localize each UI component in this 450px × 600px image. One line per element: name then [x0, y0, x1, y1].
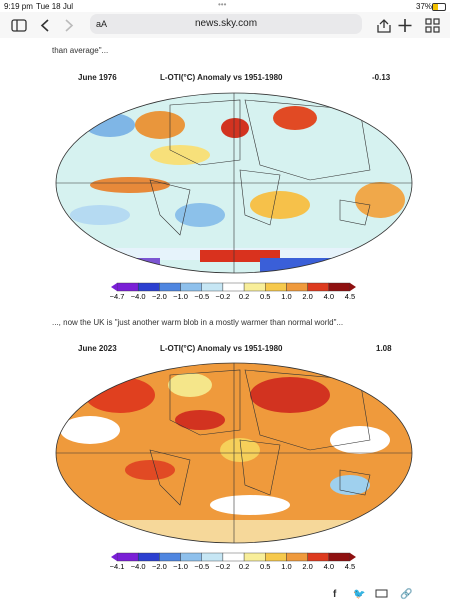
- scale-label: −4.0: [131, 292, 146, 301]
- battery: 37%: [416, 2, 433, 11]
- scale-swatch: [159, 282, 181, 292]
- scale-label: −4.0: [131, 562, 146, 571]
- scale-swatch: [307, 282, 330, 292]
- share-icons: f 🐦 🔗: [333, 587, 413, 600]
- scale-swatch: [180, 282, 202, 292]
- scale-label: −0.2: [216, 562, 231, 571]
- tabs-button[interactable]: [425, 18, 440, 33]
- link-icon[interactable]: 🔗: [400, 587, 413, 600]
- scale-label: 2.0: [302, 292, 312, 301]
- email-icon[interactable]: [375, 589, 388, 598]
- scale-end: [350, 283, 356, 291]
- time: 9:19 pm: [4, 2, 33, 11]
- scale-swatch: [159, 552, 181, 562]
- map-mean: -0.13: [372, 73, 391, 82]
- share-button[interactable]: [377, 19, 391, 33]
- map-date: June 2023: [78, 344, 117, 353]
- scale-swatch: [265, 552, 287, 562]
- scale-label: −0.5: [194, 562, 209, 571]
- battery-icon: [432, 3, 446, 11]
- scale-swatch: [265, 282, 287, 292]
- new-tab-button[interactable]: [398, 19, 412, 32]
- sidebar-button[interactable]: [11, 19, 27, 32]
- scale-label: −0.5: [194, 292, 209, 301]
- map-2023: [56, 363, 412, 543]
- address-bar[interactable]: aA news.sky.com: [90, 14, 362, 34]
- scale-label: 2.0: [302, 562, 312, 571]
- scale-label: 1.0: [281, 562, 291, 571]
- scale-swatch: [328, 552, 351, 562]
- scale-label: 0.5: [260, 292, 270, 301]
- scale-swatch: [307, 552, 330, 562]
- scale-swatch: [137, 552, 160, 562]
- scale-label: −4.1: [110, 562, 125, 571]
- scale-label: 4.5: [345, 562, 355, 571]
- scale-label: −1.0: [173, 562, 188, 571]
- text-size-button[interactable]: aA: [96, 19, 108, 29]
- facebook-icon[interactable]: f: [333, 589, 337, 600]
- forward-button[interactable]: [65, 19, 74, 32]
- scale-label: −2.0: [152, 562, 167, 571]
- map-1976: [56, 93, 412, 273]
- scale-swatch: [286, 282, 308, 292]
- scale-end: [111, 553, 117, 561]
- scale-label: 0.2: [239, 292, 249, 301]
- scale-label: 4.5: [345, 292, 355, 301]
- scale-swatch: [328, 282, 351, 292]
- scale-label: −2.0: [152, 292, 167, 301]
- scale-swatch: [180, 552, 202, 562]
- scale-swatch: [201, 552, 224, 562]
- scale-end: [111, 283, 117, 291]
- scale-swatch: [116, 282, 139, 292]
- scale-swatch: [286, 552, 308, 562]
- map-title: L-OTI(°C) Anomaly vs 1951-1980: [160, 73, 283, 82]
- scale-label: 4.0: [324, 292, 334, 301]
- scale-swatch: [243, 552, 266, 562]
- scale-label: 4.0: [324, 562, 334, 571]
- battery-fill: [433, 4, 438, 10]
- map-title: L-OTI(°C) Anomaly vs 1951-1980: [160, 344, 283, 353]
- scale-label: 1.0: [281, 292, 291, 301]
- scale-swatch: [116, 552, 139, 562]
- dots: •••: [218, 0, 227, 9]
- scale-label: −4.7: [110, 292, 125, 301]
- scale-swatch: [243, 282, 266, 292]
- scale-swatch: [222, 282, 245, 292]
- scale-label: −0.2: [216, 292, 231, 301]
- scale-label: −1.0: [173, 292, 188, 301]
- date: Tue 18 Jul: [36, 2, 74, 11]
- caption: than average"...: [52, 46, 109, 55]
- scale-swatch: [222, 552, 245, 562]
- scale-swatch: [201, 282, 224, 292]
- caption: ..., now the UK is "just another warm bl…: [52, 318, 344, 327]
- twitter-icon[interactable]: 🐦: [353, 589, 365, 600]
- map-date: June 1976: [78, 73, 117, 82]
- map-mean: 1.08: [376, 344, 392, 353]
- scale-end: [350, 553, 356, 561]
- scale-label: 0.5: [260, 562, 270, 571]
- back-button[interactable]: [40, 19, 49, 32]
- url: news.sky.com: [194, 18, 258, 29]
- scale-label: 0.2: [239, 562, 249, 571]
- scale-swatch: [137, 282, 160, 292]
